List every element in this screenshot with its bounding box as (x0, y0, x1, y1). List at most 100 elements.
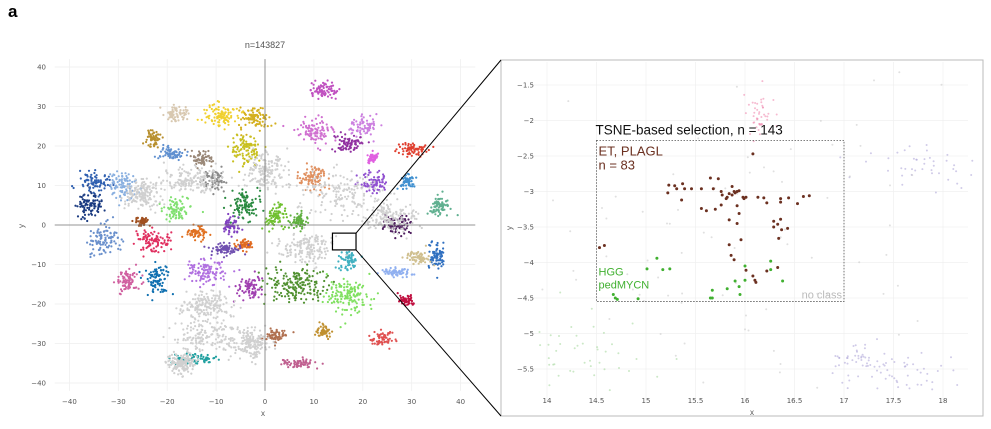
overview-point (398, 219, 401, 222)
overview-point (404, 147, 407, 150)
overview-point (174, 181, 177, 184)
overview-point (404, 143, 407, 146)
overview-point (199, 357, 202, 360)
overview-point (364, 217, 367, 220)
overview-point (215, 248, 218, 251)
overview-point (203, 191, 206, 194)
overview-point (319, 189, 322, 192)
overview-point (211, 175, 214, 178)
overview-point (199, 178, 202, 181)
overview-point (256, 337, 259, 340)
overview-point (200, 331, 203, 334)
overview-point (216, 299, 219, 303)
overview-point (175, 214, 178, 217)
overview-point (276, 158, 279, 161)
overview-point (299, 217, 302, 220)
overview-point (383, 186, 386, 189)
overview-point (103, 233, 106, 236)
overview-point (96, 209, 99, 213)
overview-point (411, 303, 414, 306)
overview-point (320, 94, 323, 97)
overview-point (316, 294, 319, 297)
overview-point (383, 220, 386, 223)
overview-point (192, 189, 195, 192)
overview-point (241, 240, 245, 243)
overview-point (410, 176, 414, 179)
overview-point (222, 106, 225, 109)
overview-point (154, 276, 157, 279)
overview-point (369, 338, 372, 342)
overview-point (319, 129, 322, 132)
overview-point (299, 365, 302, 368)
overview-point (324, 91, 327, 95)
overview-point (215, 271, 218, 274)
overview-point (179, 212, 182, 215)
overview-point (354, 309, 357, 312)
overview-point (194, 229, 197, 232)
overview-point (229, 221, 232, 224)
overview-point (245, 331, 248, 334)
overview-point (86, 203, 89, 206)
overview-point (260, 346, 264, 349)
overview-point (360, 115, 363, 118)
overview-point (249, 168, 252, 171)
overview-point (280, 225, 283, 228)
overview-point (166, 236, 169, 239)
overview-point (124, 278, 127, 281)
overview-point (165, 218, 168, 221)
overview-point (351, 300, 354, 303)
overview-point (395, 217, 398, 220)
overview-point (315, 132, 318, 135)
overview-point (265, 182, 268, 185)
overview-point (300, 292, 303, 295)
overview-point (373, 342, 376, 345)
overview-point (267, 168, 270, 171)
overview-point (210, 156, 213, 159)
overview-point (243, 157, 246, 161)
overview-point (353, 299, 356, 302)
overview-point (262, 335, 265, 338)
overview-point (153, 238, 156, 241)
overview-point (323, 82, 326, 85)
overview-point (233, 215, 236, 218)
overview-point (103, 230, 106, 233)
overview-point (121, 191, 124, 194)
overview-point (285, 283, 289, 286)
overview-point (72, 186, 75, 190)
overview-point (240, 148, 243, 151)
overview-point (155, 268, 158, 271)
overview-point (373, 297, 376, 301)
overview-point (405, 237, 408, 240)
overview-point (183, 210, 186, 213)
overview-point (308, 211, 311, 215)
overview-point (98, 185, 101, 188)
overview-point (354, 139, 357, 142)
overview-point (210, 265, 213, 268)
overview-point (389, 203, 392, 206)
overview-point (251, 246, 254, 249)
overview-point (281, 212, 284, 215)
overview-point (217, 188, 220, 191)
overview-point (150, 139, 153, 142)
overview-point (346, 145, 349, 148)
overview-point (322, 86, 325, 90)
overview-point (141, 220, 144, 223)
overview-point (201, 301, 204, 304)
overview-point (406, 256, 409, 260)
overview-point (200, 118, 203, 121)
overview-point (271, 222, 274, 225)
overview-point (385, 268, 388, 271)
overview-point (431, 257, 435, 260)
overview-point (262, 116, 265, 120)
overview-point (244, 123, 247, 126)
overview-point (267, 336, 270, 339)
overview-point (250, 242, 253, 245)
overview-point (383, 225, 386, 228)
overview-point (184, 177, 187, 180)
overview-point (245, 184, 248, 187)
overview-point (270, 182, 273, 185)
overview-point (309, 127, 312, 130)
overview-point (356, 139, 359, 142)
overview-point (350, 260, 353, 263)
overview-point (369, 181, 372, 185)
